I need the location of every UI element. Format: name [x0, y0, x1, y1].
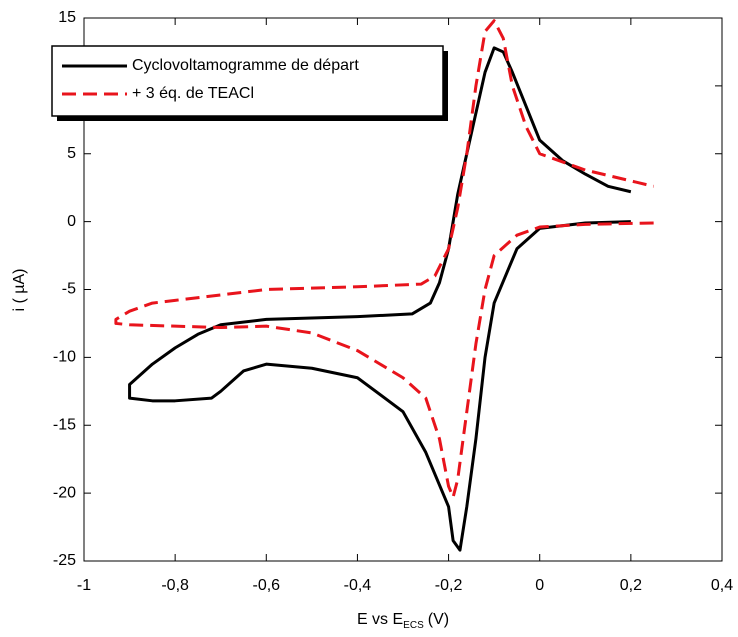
x-tick-label: -0,8	[161, 577, 189, 594]
plot-frame	[83, 17, 723, 562]
data-line	[128, 46, 632, 552]
x-tick-label: -0,2	[435, 577, 463, 594]
y-tick-label: -20	[53, 484, 76, 501]
x-tick-label: 0,4	[711, 577, 733, 594]
data-line	[114, 19, 654, 499]
legend-box	[51, 45, 444, 117]
legend: Cyclovoltamogramme de départ + 3 éq. de T…	[51, 45, 448, 121]
y-tick-label: 0	[67, 213, 76, 230]
x-tick-label: 0,2	[620, 577, 642, 594]
y-tick-label: -25	[53, 552, 76, 569]
y-tick-label: -5	[62, 281, 76, 298]
legend-label: + 3 éq. de TEACl	[132, 85, 254, 102]
x-tick-label: -0,4	[344, 577, 372, 594]
x-tick-label: -1	[77, 577, 91, 594]
y-tick-label: 5	[67, 145, 76, 162]
y-tick-label: -15	[53, 416, 76, 433]
y-tick-label: -10	[53, 349, 76, 366]
legend-label: Cyclovoltamogramme de départ	[132, 57, 359, 74]
x-tick-label: -0,6	[252, 577, 280, 594]
x-axis-label: E vs EECS (V)	[357, 611, 449, 630]
x-tick-label: 0	[535, 577, 544, 594]
y-tick-label: 15	[58, 9, 76, 26]
y-axis-label: i ( µA)	[11, 269, 28, 312]
